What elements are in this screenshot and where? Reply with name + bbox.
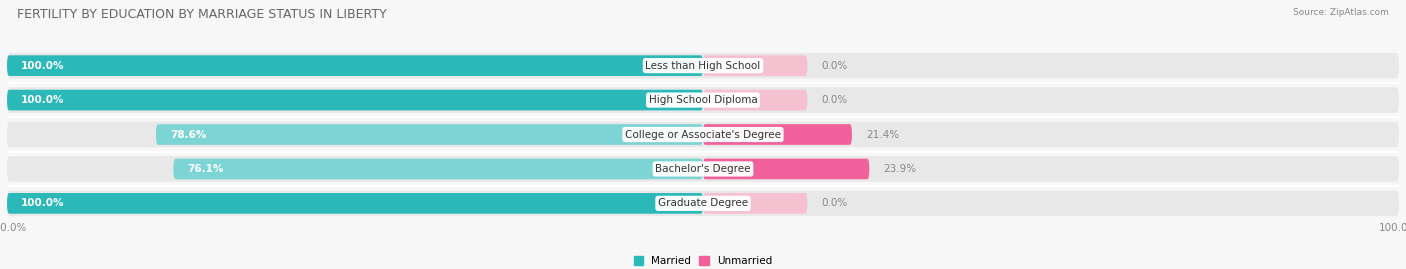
Text: 0.0%: 0.0% <box>821 198 848 208</box>
Text: 78.6%: 78.6% <box>170 129 207 140</box>
FancyBboxPatch shape <box>703 124 852 145</box>
Text: College or Associate's Degree: College or Associate's Degree <box>626 129 780 140</box>
Text: High School Diploma: High School Diploma <box>648 95 758 105</box>
Legend: Married, Unmarried: Married, Unmarried <box>630 252 776 269</box>
Text: 100.0%: 100.0% <box>21 61 65 71</box>
FancyBboxPatch shape <box>703 159 869 179</box>
FancyBboxPatch shape <box>703 55 807 76</box>
Text: 100.0%: 100.0% <box>21 198 65 208</box>
Text: FERTILITY BY EDUCATION BY MARRIAGE STATUS IN LIBERTY: FERTILITY BY EDUCATION BY MARRIAGE STATU… <box>17 8 387 21</box>
FancyBboxPatch shape <box>7 53 1399 78</box>
Text: Less than High School: Less than High School <box>645 61 761 71</box>
FancyBboxPatch shape <box>156 124 703 145</box>
FancyBboxPatch shape <box>703 193 807 214</box>
Text: 0.0%: 0.0% <box>821 61 848 71</box>
Text: 21.4%: 21.4% <box>866 129 898 140</box>
FancyBboxPatch shape <box>7 90 703 110</box>
Text: Graduate Degree: Graduate Degree <box>658 198 748 208</box>
Text: Bachelor's Degree: Bachelor's Degree <box>655 164 751 174</box>
Text: Source: ZipAtlas.com: Source: ZipAtlas.com <box>1294 8 1389 17</box>
FancyBboxPatch shape <box>7 55 703 76</box>
FancyBboxPatch shape <box>7 122 1399 147</box>
Text: 0.0%: 0.0% <box>821 95 848 105</box>
Text: 76.1%: 76.1% <box>187 164 224 174</box>
FancyBboxPatch shape <box>173 159 703 179</box>
FancyBboxPatch shape <box>7 87 1399 113</box>
FancyBboxPatch shape <box>7 191 1399 216</box>
Text: 100.0%: 100.0% <box>21 95 65 105</box>
Text: 23.9%: 23.9% <box>883 164 917 174</box>
FancyBboxPatch shape <box>703 90 807 110</box>
FancyBboxPatch shape <box>7 193 703 214</box>
FancyBboxPatch shape <box>7 156 1399 182</box>
